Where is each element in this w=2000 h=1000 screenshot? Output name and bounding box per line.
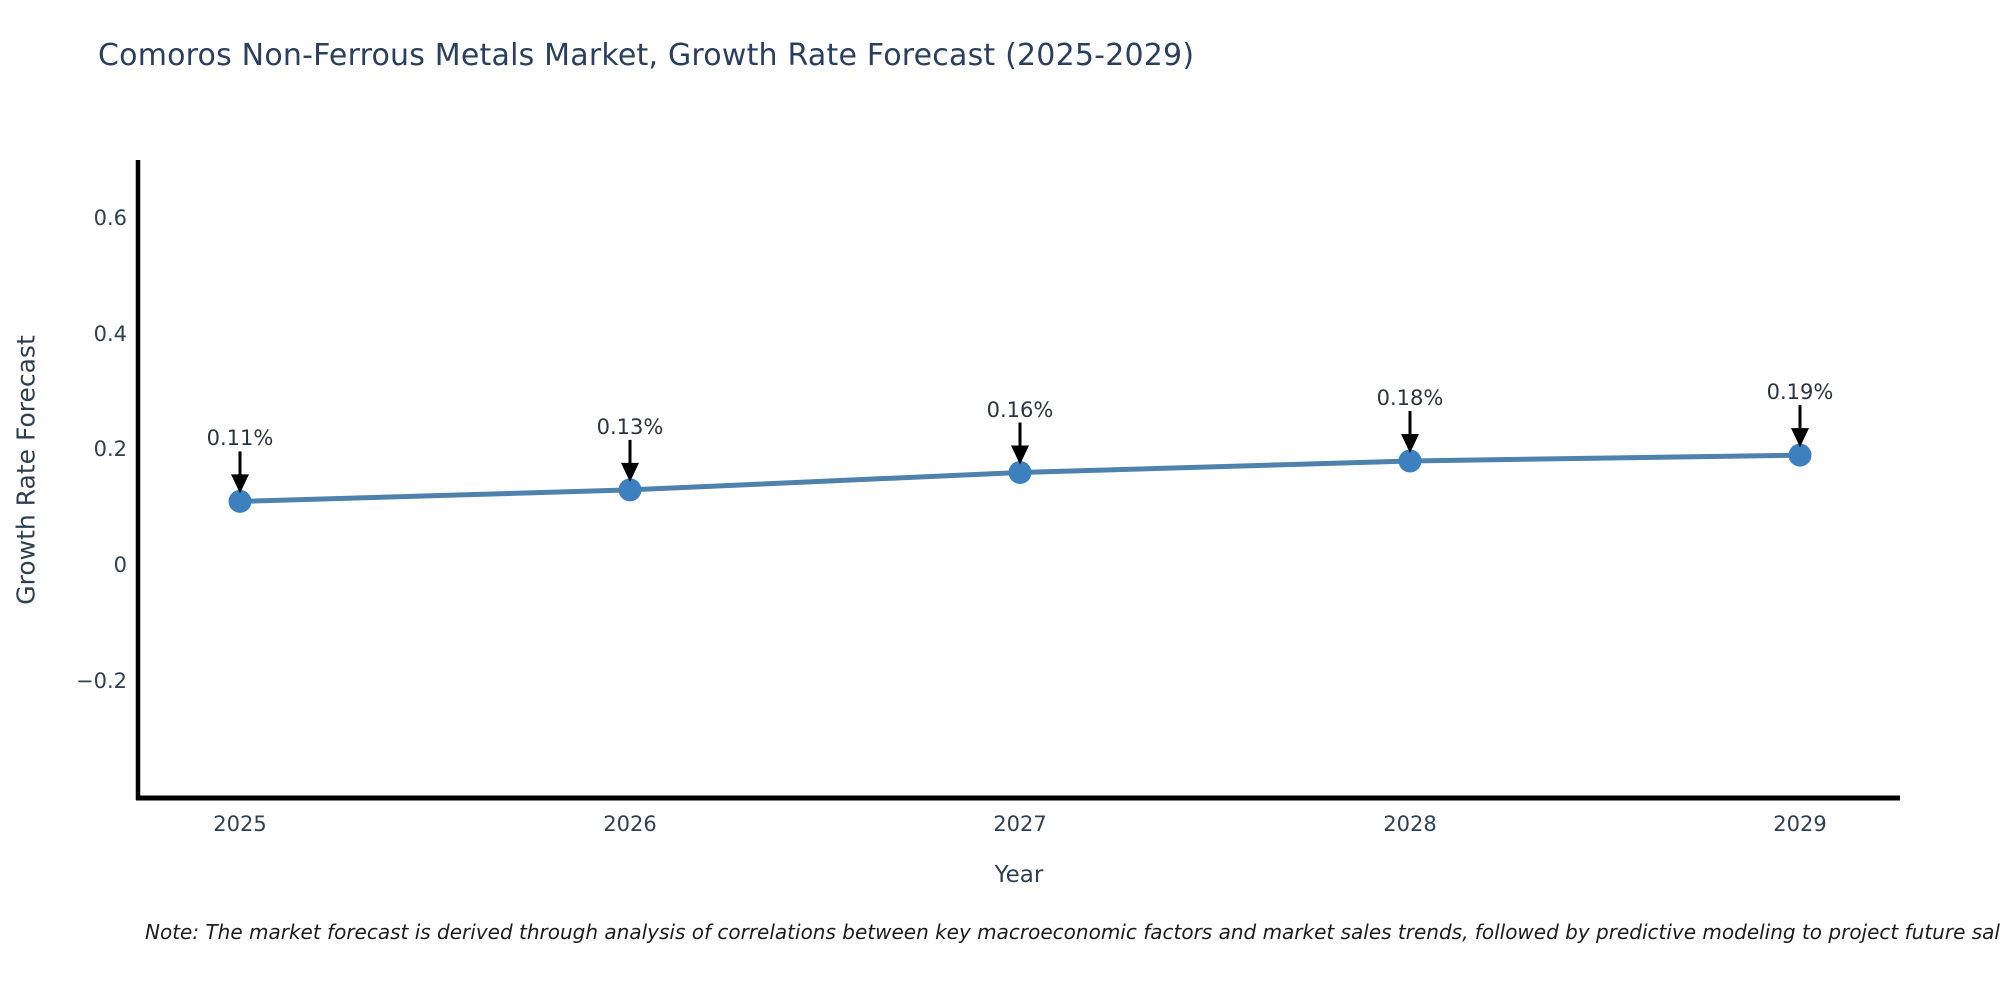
point-value-label: 0.16% (986, 397, 1054, 422)
annotation-arrowhead-icon (621, 462, 639, 482)
y-tick-label: 0.6 (93, 206, 127, 231)
point-value-label: 0.13% (596, 414, 664, 439)
x-tick-label: 2027 (993, 812, 1047, 836)
point-value-label: 0.19% (1766, 380, 1834, 405)
y-tick-label: 0.2 (93, 437, 127, 462)
chart-note: Note: The market forecast is derived thr… (145, 920, 2000, 944)
annotation-arrowhead-icon (1011, 445, 1029, 465)
annotation-arrowhead-icon (1791, 428, 1809, 448)
data-point-marker[interactable] (1788, 443, 1812, 467)
data-point-marker[interactable] (1008, 461, 1032, 485)
y-tick-label: −0.2 (76, 668, 127, 693)
data-point-marker[interactable] (228, 489, 252, 513)
y-tick-label: 0 (113, 553, 127, 577)
point-value-label: 0.18% (1376, 385, 1444, 410)
annotation-arrowhead-icon (231, 474, 249, 494)
y-tick-label: 0.4 (93, 321, 127, 346)
x-tick-label: 2026 (603, 812, 657, 836)
data-point-marker[interactable] (618, 478, 642, 502)
x-axis-title: Year (994, 862, 1044, 888)
chart-title: Comoros Non-Ferrous Metals Market, Growt… (98, 38, 1195, 73)
x-tick-label: 2028 (1383, 812, 1437, 836)
x-tick-label: 2025 (213, 812, 267, 836)
data-point-marker[interactable] (1398, 449, 1422, 473)
annotation-arrowhead-icon (1401, 433, 1419, 453)
point-value-label: 0.11% (206, 426, 274, 451)
x-tick-label: 2029 (1773, 812, 1827, 836)
